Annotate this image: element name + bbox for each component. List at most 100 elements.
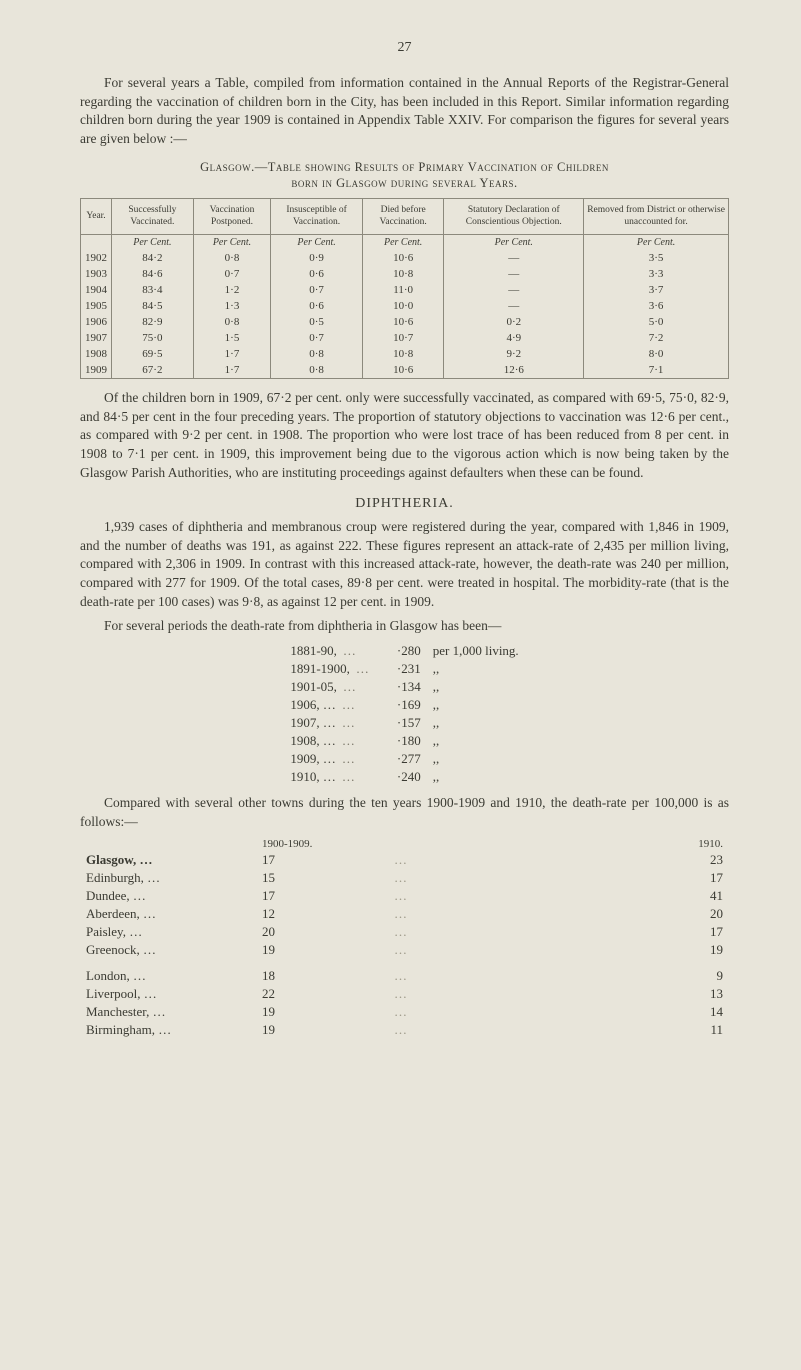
compare-value-1910: 19 bbox=[637, 941, 729, 959]
value-cell: 84·2 bbox=[112, 250, 194, 266]
compare-row: Edinburgh, …15…17 bbox=[80, 869, 729, 887]
unit-cell: Per Cent. bbox=[362, 235, 444, 251]
compare-city: Dundee, … bbox=[80, 887, 232, 905]
period-value: ·134 bbox=[377, 678, 427, 696]
compare-value-1910: 9 bbox=[637, 967, 729, 985]
compare-intro: Compared with several other towns during… bbox=[80, 794, 729, 831]
compare-head-b: 1910. bbox=[637, 837, 729, 851]
table-row: 190682·90·80·510·60·25·0 bbox=[81, 314, 729, 330]
value-cell: 0·8 bbox=[271, 362, 363, 379]
period-value: ·169 bbox=[377, 696, 427, 714]
period-label: 1906, … bbox=[284, 696, 377, 714]
value-cell: 1·3 bbox=[193, 298, 270, 314]
compare-value-1900-1909: 22 bbox=[232, 985, 388, 1003]
table-header-row: Year. Successfully Vaccinated. Vaccinati… bbox=[81, 199, 729, 235]
year-cell: 1906 bbox=[81, 314, 112, 330]
analysis-paragraph: Of the children born in 1909, 67·2 per c… bbox=[80, 389, 729, 482]
unit-cell: Per Cent. bbox=[193, 235, 270, 251]
compare-value-1900-1909: 12 bbox=[232, 905, 388, 923]
period-value: ·240 bbox=[377, 768, 427, 786]
value-cell: 0·9 bbox=[271, 250, 363, 266]
compare-value-1910: 13 bbox=[637, 985, 729, 1003]
th-died-before: Died before Vaccination. bbox=[362, 199, 444, 235]
value-cell: 11·0 bbox=[362, 282, 444, 298]
value-cell: 0·5 bbox=[271, 314, 363, 330]
compare-row: Aberdeen, …12…20 bbox=[80, 905, 729, 923]
period-value: ·180 bbox=[377, 732, 427, 750]
compare-value-1900-1909: 19 bbox=[232, 941, 388, 959]
period-unit: ,, bbox=[427, 750, 525, 768]
table-title-line-1: Glasgow.—Table showing Results of Primar… bbox=[200, 160, 609, 174]
periods-table: 1881-90,·280per 1,000 living.1891-1900,·… bbox=[284, 642, 524, 786]
year-cell: 1902 bbox=[81, 250, 112, 266]
value-cell: 83·4 bbox=[112, 282, 194, 298]
period-unit: ,, bbox=[427, 678, 525, 696]
value-cell: 84·6 bbox=[112, 266, 194, 282]
value-cell: 8·0 bbox=[584, 346, 729, 362]
value-cell: 10·6 bbox=[362, 362, 444, 379]
period-label: 1881-90, bbox=[284, 642, 377, 660]
compare-value-1900-1909: 17 bbox=[232, 851, 388, 869]
compare-value-1910: 23 bbox=[637, 851, 729, 869]
value-cell: 7·2 bbox=[584, 330, 729, 346]
section-heading-diphtheria: DIPHTHERIA. bbox=[80, 496, 729, 512]
period-value: ·231 bbox=[377, 660, 427, 678]
value-cell: 12·6 bbox=[444, 362, 584, 379]
compare-city: Aberdeen, … bbox=[80, 905, 232, 923]
table-row: 190967·21·70·810·612·67·1 bbox=[81, 362, 729, 379]
value-cell: 82·9 bbox=[112, 314, 194, 330]
period-unit: ,, bbox=[427, 732, 525, 750]
value-cell: 3·7 bbox=[584, 282, 729, 298]
period-unit: ,, bbox=[427, 660, 525, 678]
th-year: Year. bbox=[81, 199, 112, 235]
value-cell: 0·7 bbox=[271, 282, 363, 298]
compare-row: Glasgow, …17…23 bbox=[80, 851, 729, 869]
page-number: 27 bbox=[80, 40, 729, 56]
unit-cell: Per Cent. bbox=[584, 235, 729, 251]
compare-city: Birmingham, … bbox=[80, 1021, 232, 1039]
period-row: 1907, …·157,, bbox=[284, 714, 524, 732]
table-row: 190775·01·50·710·74·97·2 bbox=[81, 330, 729, 346]
period-row: 1908, …·180,, bbox=[284, 732, 524, 750]
year-cell: 1904 bbox=[81, 282, 112, 298]
table-row: 190384·60·70·610·8—3·3 bbox=[81, 266, 729, 282]
compare-city: Greenock, … bbox=[80, 941, 232, 959]
compare-row: Greenock, …19…19 bbox=[80, 941, 729, 959]
compare-row: Birmingham, …19…11 bbox=[80, 1021, 729, 1039]
value-cell: 10·0 bbox=[362, 298, 444, 314]
year-cell: 1907 bbox=[81, 330, 112, 346]
compare-value-1910: 20 bbox=[637, 905, 729, 923]
compare-city: Glasgow, … bbox=[80, 851, 232, 869]
unit-cell: Per Cent. bbox=[112, 235, 194, 251]
period-unit: ,, bbox=[427, 714, 525, 732]
period-value: ·280 bbox=[377, 642, 427, 660]
compare-value-1910: 41 bbox=[637, 887, 729, 905]
value-cell: 3·6 bbox=[584, 298, 729, 314]
compare-value-1900-1909: 17 bbox=[232, 887, 388, 905]
th-objection: Statutory Declaration of Conscientious O… bbox=[444, 199, 584, 235]
compare-city: Liverpool, … bbox=[80, 985, 232, 1003]
table-row: 190483·41·20·711·0—3·7 bbox=[81, 282, 729, 298]
compare-header: 1900-1909. 1910. bbox=[80, 837, 729, 851]
compare-value-1900-1909: 18 bbox=[232, 967, 388, 985]
compare-row: Dundee, …17…41 bbox=[80, 887, 729, 905]
compare-row: Manchester, …19…14 bbox=[80, 1003, 729, 1021]
value-cell: — bbox=[444, 266, 584, 282]
value-cell: 5·0 bbox=[584, 314, 729, 330]
period-label: 1891-1900, bbox=[284, 660, 377, 678]
value-cell: 0·7 bbox=[271, 330, 363, 346]
scanned-page: 27 For several years a Table, compiled f… bbox=[0, 0, 801, 1370]
compare-head-a: 1900-1909. bbox=[232, 837, 388, 851]
unit-cell: Per Cent. bbox=[271, 235, 363, 251]
value-cell: 10·6 bbox=[362, 250, 444, 266]
value-cell: 0·6 bbox=[271, 266, 363, 282]
value-cell: 10·8 bbox=[362, 266, 444, 282]
value-cell: 10·7 bbox=[362, 330, 444, 346]
period-label: 1901-05, bbox=[284, 678, 377, 696]
th-removed: Removed from District or otherwise unacc… bbox=[584, 199, 729, 235]
period-row: 1891-1900,·231,, bbox=[284, 660, 524, 678]
compare-value-1910: 11 bbox=[637, 1021, 729, 1039]
value-cell: 0·7 bbox=[193, 266, 270, 282]
compare-value-1910: 17 bbox=[637, 869, 729, 887]
compare-value-1900-1909: 20 bbox=[232, 923, 388, 941]
